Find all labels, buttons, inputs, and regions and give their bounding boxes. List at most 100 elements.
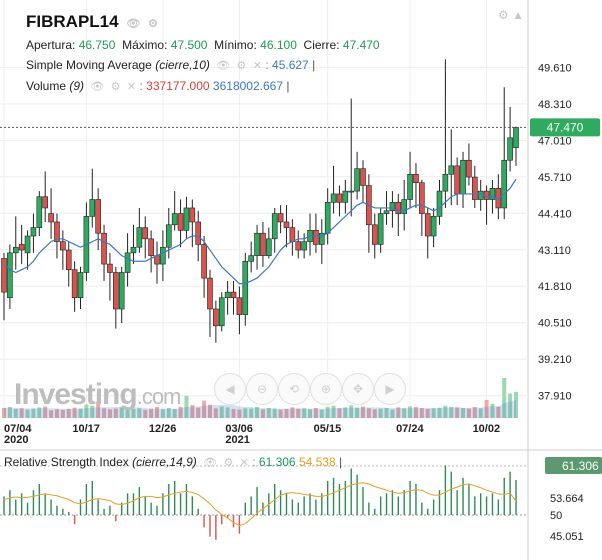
volume-bar [484, 399, 489, 418]
volume-bar [490, 403, 495, 418]
volume-bar [390, 409, 395, 418]
volume-bar [125, 409, 130, 418]
candle [36, 191, 43, 237]
close-icon[interactable]: ✕ [126, 81, 137, 93]
volume-bar [225, 407, 230, 418]
close-icon[interactable]: ✕ [239, 457, 249, 469]
candle [1, 252, 7, 321]
price-tick-7: 40.510 [538, 318, 572, 330]
volume-bar [319, 409, 324, 418]
candle [213, 300, 219, 343]
volume-bar [290, 407, 295, 418]
gear-icon[interactable]: ⚙ [223, 457, 234, 469]
candle [248, 241, 254, 273]
volume-label: Volume [26, 79, 67, 93]
last-price-badge: 47.470 [530, 118, 600, 137]
volume-bar [237, 409, 242, 418]
volume-bar [455, 407, 460, 418]
drawing-icon[interactable]: ▲ [512, 8, 524, 22]
candle [507, 106, 513, 172]
candle [366, 174, 372, 253]
rsi-value: 61.306 [258, 455, 296, 469]
volume-bar [149, 408, 154, 418]
volume-bar [413, 407, 418, 418]
price-tick-1: 48.310 [538, 99, 572, 111]
investing-logo: Investing.com [14, 378, 181, 412]
volume-value-1: 337177.000 [146, 79, 210, 93]
volume-bar [143, 409, 148, 418]
rsi-legend: Relative Strength Index (cierre,14,9) 👁 … [4, 455, 343, 469]
zoom-in-icon[interactable]: ⊕ [310, 373, 342, 405]
candle [460, 151, 466, 208]
candle [113, 266, 119, 329]
eye-icon[interactable]: 👁 [203, 457, 218, 469]
rsi-tick-2: 45.051 [550, 531, 584, 543]
zoom-out-icon[interactable]: ⊖ [246, 373, 278, 405]
candle [483, 185, 490, 225]
volume-bar [166, 408, 171, 418]
volume-bar [284, 408, 289, 418]
candle [342, 179, 349, 214]
volume-bar [402, 408, 407, 418]
candlesticks [1, 59, 519, 343]
volume-bar [31, 408, 36, 418]
candle [413, 163, 419, 208]
price-tick-0: 49.610 [538, 62, 572, 74]
candle [330, 165, 337, 214]
sma-value: 45.627 [272, 58, 309, 72]
eye-icon[interactable]: 👁 [126, 18, 141, 30]
candle [77, 266, 84, 309]
candle [389, 191, 396, 228]
volume-bar [349, 405, 354, 418]
candle [12, 216, 19, 270]
gear-icon[interactable]: ⚙ [236, 60, 247, 72]
volume-bar [78, 408, 83, 418]
volume-bar [102, 408, 107, 418]
reset-icon[interactable]: ⟲ [278, 373, 310, 405]
low-value: 46.100 [260, 38, 297, 52]
volume-bar [43, 406, 48, 418]
volume-bar [219, 406, 224, 418]
candle [101, 224, 107, 281]
candle [124, 233, 131, 287]
volume-bar [2, 408, 6, 418]
volume-bar [113, 408, 118, 418]
eye-icon[interactable]: 👁 [216, 60, 231, 72]
volume-bar [96, 401, 101, 418]
scroll-left-icon[interactable]: ◀ [214, 373, 246, 405]
candle [183, 196, 190, 239]
candle [177, 199, 184, 248]
svg-text:61.306: 61.306 [562, 459, 599, 473]
rsi-axis: 53.664 50 45.051 [550, 493, 584, 543]
sma-params: (cierre,10) [155, 58, 210, 72]
volume-bar [355, 407, 360, 418]
volume-bar [296, 408, 301, 418]
gear-icon[interactable]: ⚙ [498, 8, 509, 22]
symbol-name: FIBRAPL14 [26, 12, 119, 31]
candle [360, 160, 366, 203]
candle [107, 252, 113, 301]
candle [207, 269, 213, 338]
rsi-params: (cierre,14,9) [132, 455, 197, 469]
candle [495, 174, 502, 220]
gear-icon[interactable]: ⚙ [110, 81, 121, 93]
candle [224, 280, 231, 315]
gear-icon[interactable]: ⚙ [148, 18, 158, 30]
rsi-tick-0: 53.664 [550, 493, 584, 505]
candle [65, 241, 72, 287]
volume-average-area [4, 399, 516, 418]
volume-bar [337, 408, 342, 418]
candle [189, 199, 196, 248]
pan-icon[interactable]: ✥ [342, 373, 374, 405]
sma-label: Simple Moving Average [26, 58, 152, 72]
close-icon[interactable]: ✕ [252, 60, 262, 72]
volume-bar [396, 407, 401, 418]
candle [266, 227, 272, 259]
candle [348, 98, 355, 217]
volume-bar [72, 407, 77, 418]
volume-bar [514, 391, 518, 418]
scroll-right-icon[interactable]: ▶ [374, 373, 406, 405]
eye-icon[interactable]: 👁 [90, 81, 105, 93]
